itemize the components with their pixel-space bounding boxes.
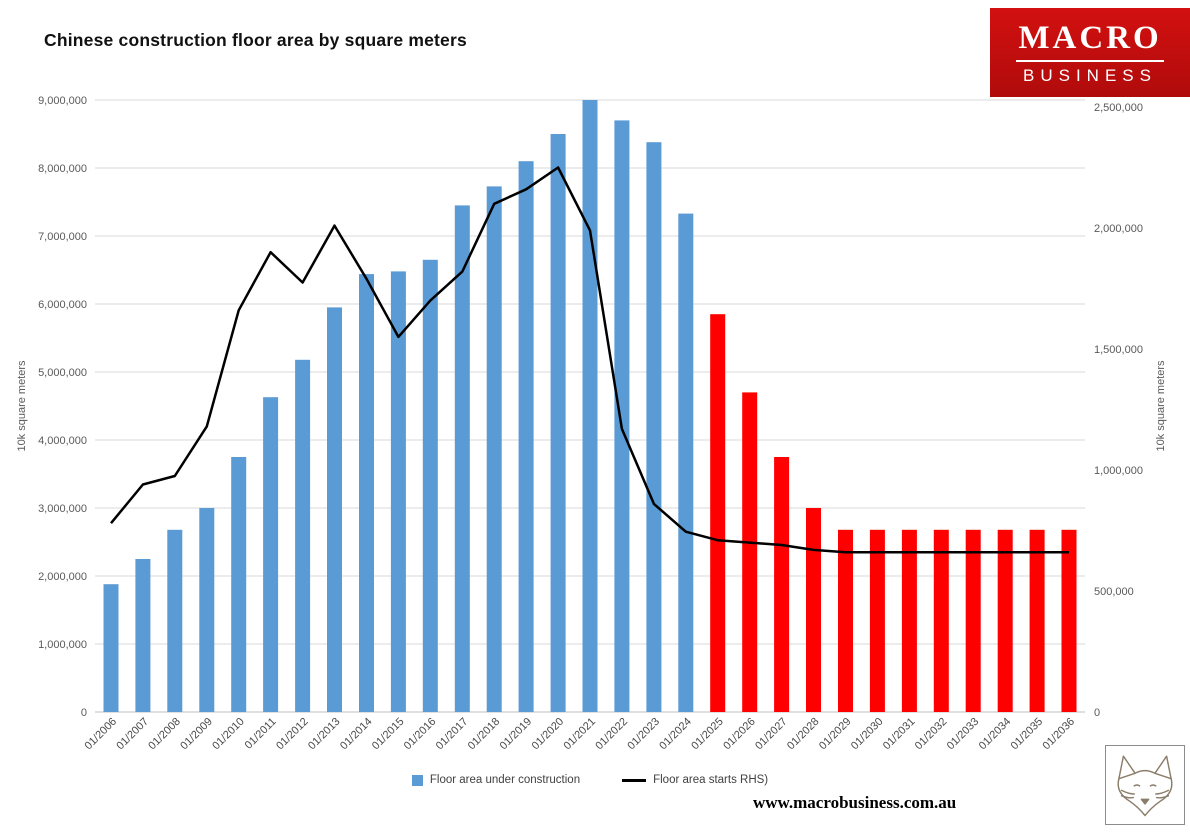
bar: [167, 529, 183, 712]
bar: [486, 186, 502, 712]
bar: [1029, 529, 1045, 712]
bar: [901, 529, 917, 712]
x-axis-tick: 01/2014: [338, 716, 375, 753]
bar: [1061, 529, 1077, 712]
x-axis-tick: 01/2019: [498, 716, 535, 753]
bar: [199, 508, 215, 712]
bar: [614, 120, 630, 712]
bar: [454, 205, 470, 712]
bar: [518, 161, 534, 712]
left-axis-tick: 2,000,000: [38, 571, 87, 583]
fox-logo: [1105, 745, 1185, 825]
right-axis-tick: 2,500,000: [1094, 102, 1143, 114]
x-axis-tick: 01/2012: [274, 716, 311, 753]
x-axis-tick: 01/2010: [210, 716, 247, 753]
footer-url: www.macrobusiness.com.au: [753, 793, 957, 812]
x-axis-tick: 01/2029: [817, 716, 854, 753]
x-axis-tick: 01/2020: [530, 716, 567, 753]
legend-square-swatch: [411, 774, 423, 786]
x-axis-tick: 01/2026: [721, 716, 758, 753]
x-axis-tick: 01/2031: [881, 716, 918, 753]
bar: [327, 307, 342, 712]
bar: [774, 457, 790, 712]
legend: Floor area under construction Floor area …: [95, 774, 1085, 786]
right-axis-tick: 0: [1094, 707, 1100, 719]
right-axis-title: 10k square meters: [1155, 360, 1167, 452]
bar: [869, 529, 885, 712]
x-axis-tick: 01/2036: [1041, 716, 1078, 753]
x-axis-tick: 01/2023: [625, 716, 662, 753]
right-axis-tick: 1,000,000: [1094, 465, 1143, 477]
x-axis-tick: 01/2006: [83, 716, 120, 753]
bar: [582, 100, 598, 712]
fox-icon: [1117, 755, 1173, 817]
left-axis-tick: 5,000,000: [38, 367, 87, 379]
chart-title: Chinese construction floor area by squar…: [44, 30, 467, 50]
logo-macro-text: MACRO: [1018, 19, 1162, 56]
x-axis-tick: 01/2008: [146, 716, 183, 753]
left-axis-title: 10k square meters: [16, 360, 28, 452]
legend-item: Floor area starts RHS): [622, 774, 768, 786]
bar: [135, 559, 151, 712]
x-axis-tick: 01/2035: [1009, 716, 1046, 753]
bar: [231, 457, 247, 712]
legend-line-swatch: [622, 778, 647, 782]
right-axis-tick: 500,000: [1094, 586, 1134, 598]
bar: [263, 397, 279, 712]
x-axis-tick: 01/2030: [849, 716, 886, 753]
x-axis-tick: 01/2033: [945, 716, 982, 753]
legend-item: Floor area under construction: [411, 774, 581, 786]
bar: [997, 529, 1013, 712]
x-axis-tick: 01/2027: [753, 716, 790, 753]
right-axis-tick: 1,500,000: [1094, 344, 1143, 356]
left-axis-tick: 8,000,000: [38, 163, 87, 175]
bar: [806, 508, 821, 712]
bar: [838, 529, 853, 712]
bar: [295, 359, 311, 712]
x-axis-tick: 01/2007: [114, 716, 151, 753]
bar: [710, 314, 726, 712]
left-axis-tick: 0: [81, 707, 87, 719]
bar: [390, 271, 406, 712]
legend-label: Floor area under construction: [429, 774, 581, 786]
bar: [550, 134, 566, 712]
x-axis-tick: 01/2009: [178, 716, 215, 753]
x-axis-tick: 01/2015: [370, 716, 407, 753]
bar: [422, 259, 438, 712]
x-axis-tick: 01/2022: [593, 716, 630, 753]
x-axis-tick: 01/2032: [913, 716, 950, 753]
bar: [742, 392, 758, 712]
bar: [965, 529, 981, 712]
bar: [103, 584, 119, 712]
x-axis-tick: 01/2016: [402, 716, 439, 753]
x-axis-tick: 01/2021: [562, 716, 599, 753]
x-axis-tick: 01/2011: [243, 716, 279, 752]
left-axis-tick: 1,000,000: [38, 639, 87, 651]
x-axis-tick: 01/2024: [657, 716, 694, 753]
x-axis-tick: 01/2028: [785, 716, 822, 753]
macrobusiness-logo: MACRO BUSINESS: [990, 8, 1190, 97]
bar: [933, 529, 949, 712]
bar: [678, 213, 694, 712]
logo-divider: [1016, 59, 1164, 62]
legend-label: Floor area starts RHS): [653, 774, 769, 786]
left-axis-tick: 7,000,000: [38, 231, 87, 243]
starts-line: [110, 166, 1069, 554]
left-axis-tick: 9,000,000: [38, 95, 87, 107]
x-axis-tick: 01/2034: [977, 716, 1014, 753]
x-axis-tick: 01/2017: [434, 716, 471, 753]
bar: [646, 142, 662, 712]
right-axis-tick: 2,000,000: [1094, 223, 1143, 235]
left-axis-tick: 4,000,000: [38, 435, 87, 447]
left-axis-tick: 3,000,000: [38, 503, 87, 515]
logo-business-text: BUSINESS: [1023, 65, 1157, 85]
bar: [359, 274, 374, 712]
x-axis-tick: 01/2013: [306, 716, 343, 753]
x-axis-tick: 01/2025: [689, 716, 726, 753]
x-axis-tick: 01/2018: [466, 716, 503, 753]
left-axis-tick: 6,000,000: [38, 299, 87, 311]
